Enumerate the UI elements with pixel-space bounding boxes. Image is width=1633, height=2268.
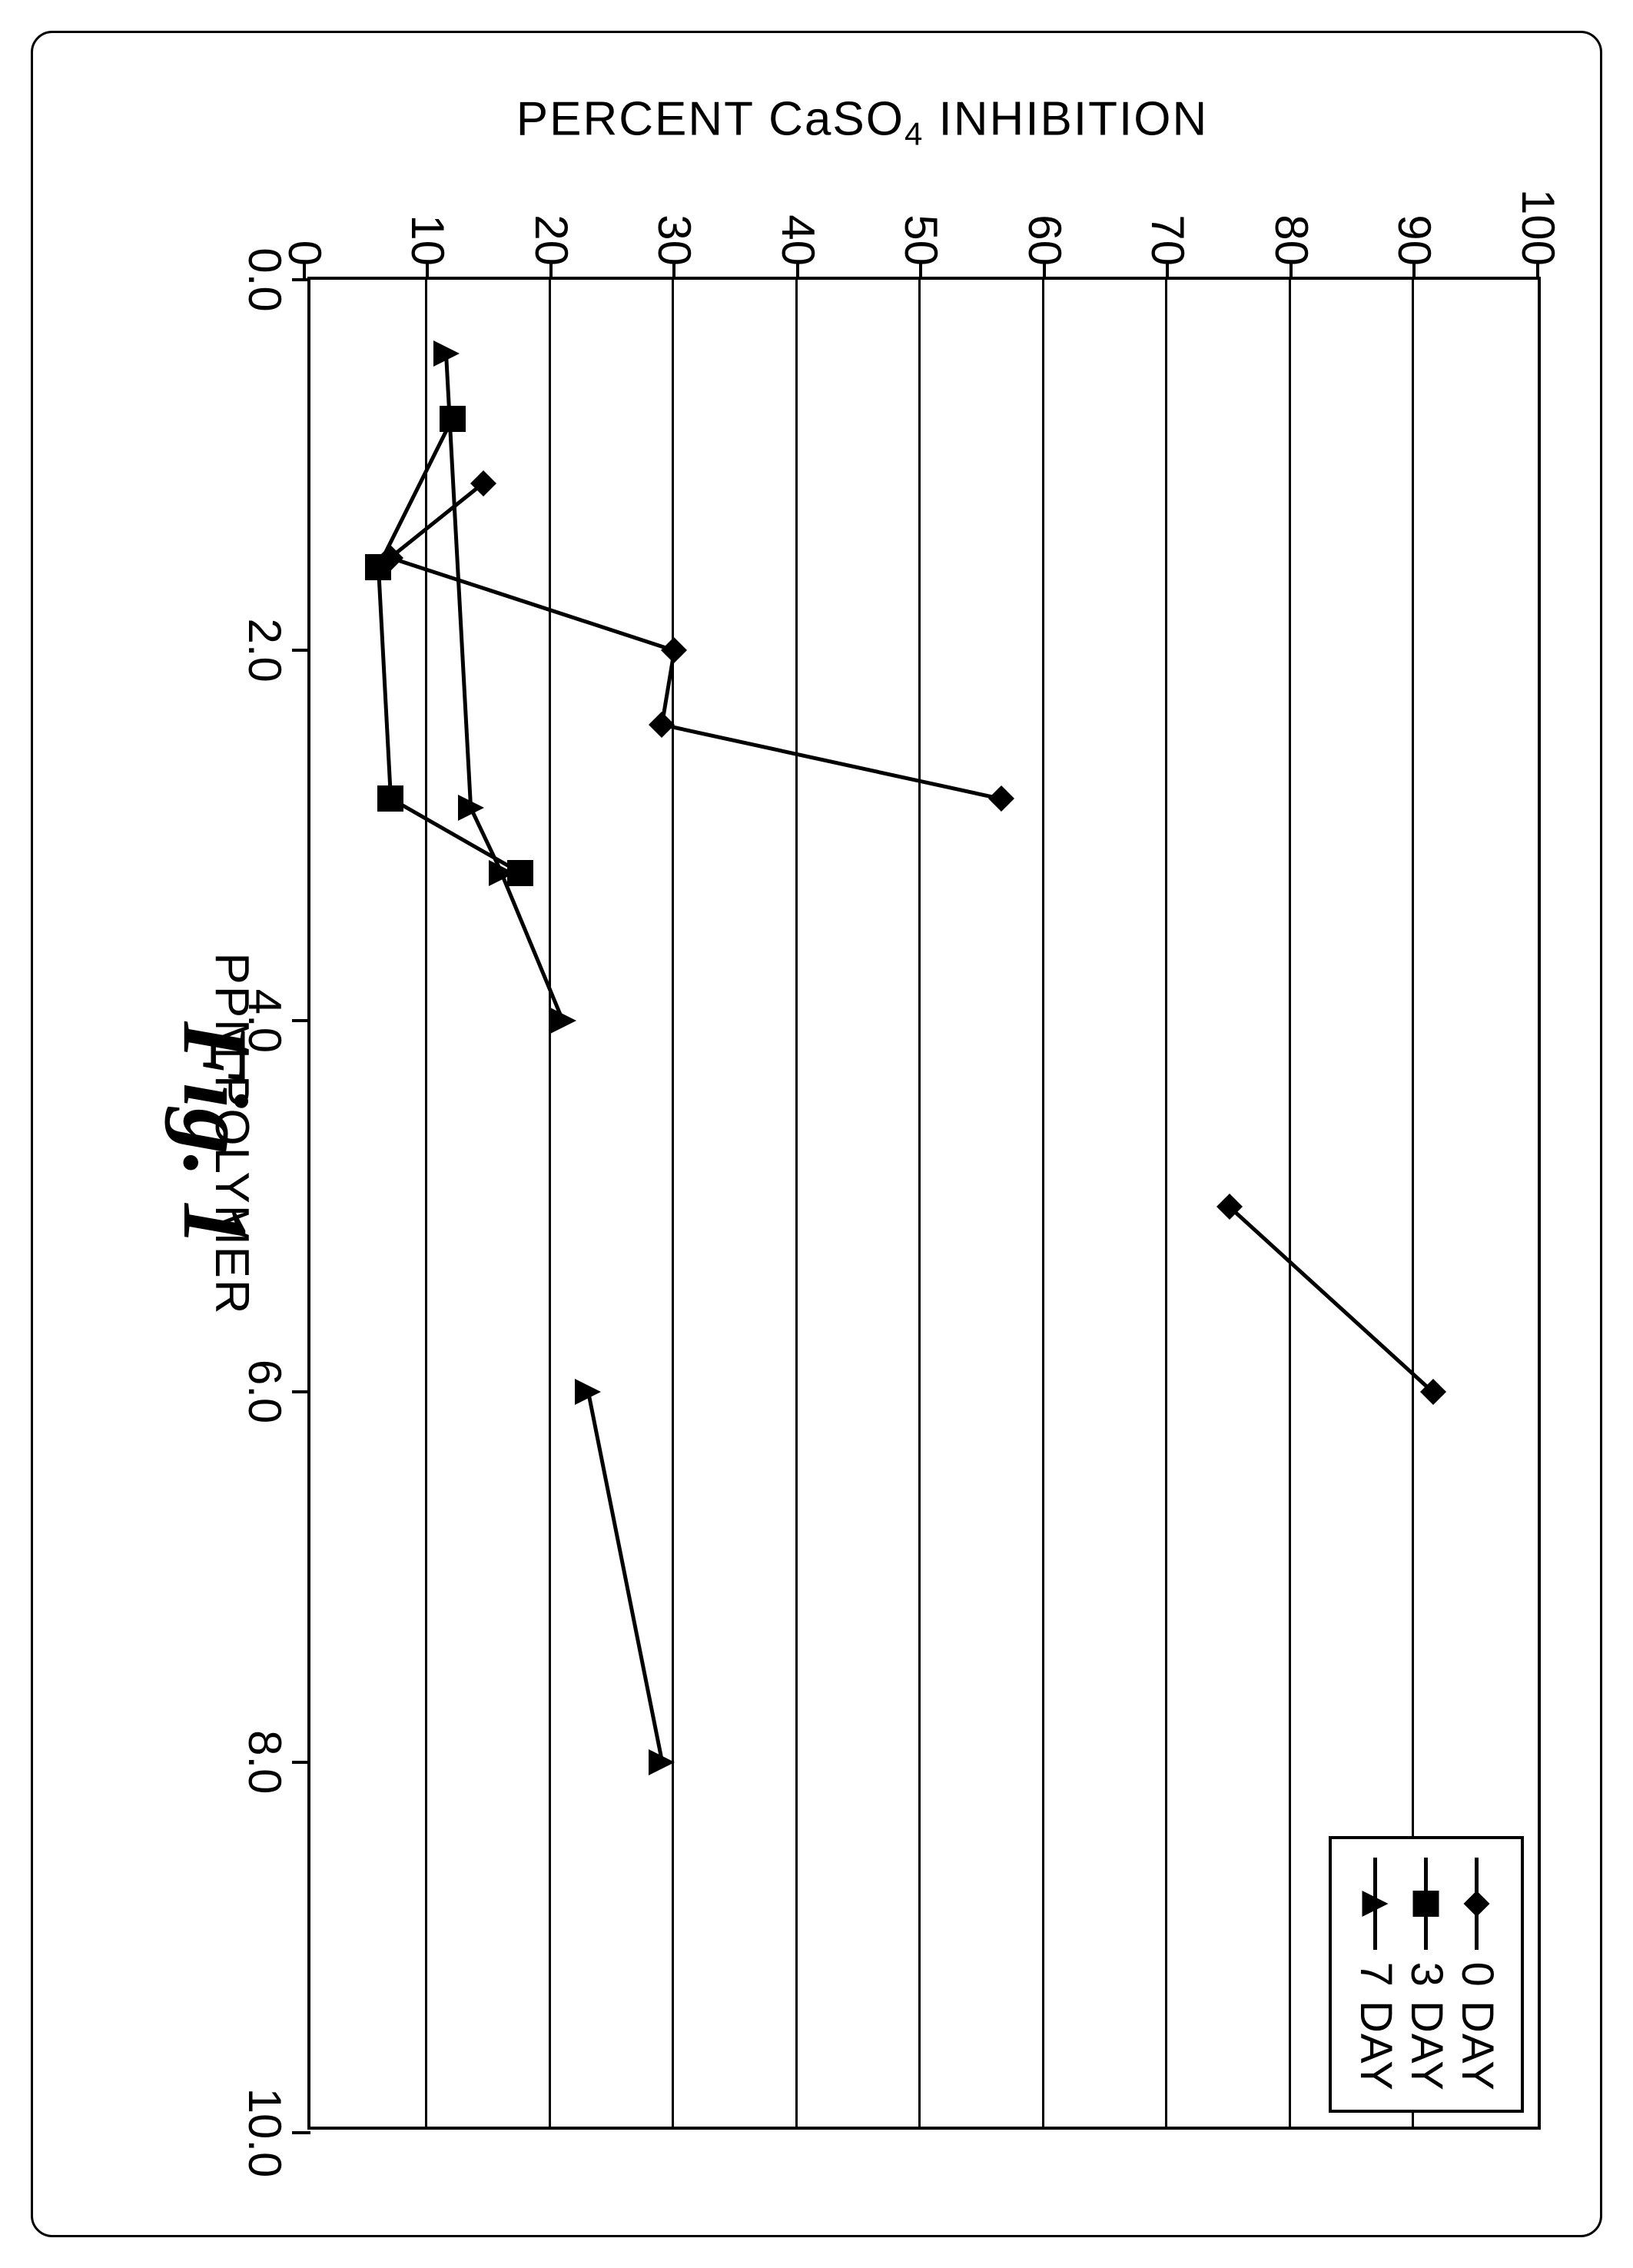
series-line (1228, 1205, 1434, 1393)
legend-label: 3 DAY (1404, 1962, 1449, 2091)
legend-item: 0 DAY (1455, 1858, 1499, 2091)
legend-item: 7 DAY (1353, 1858, 1398, 2091)
data-marker-square-icon (377, 785, 403, 812)
chart: PERCENT CaSO4 INHIBITION 010203040506070… (154, 92, 1572, 2176)
gridline-y (549, 280, 551, 2127)
data-marker-triangle-icon (433, 340, 460, 367)
data-marker-triangle-icon (575, 1379, 601, 1405)
gridline-y (1289, 280, 1291, 2127)
legend: 0 DAY3 DAY7 DAY (1329, 1836, 1524, 2113)
series-line (377, 418, 454, 568)
data-marker-diamond-icon (470, 470, 496, 496)
data-marker-diamond-icon (988, 785, 1014, 812)
x-tick-label: 10.0 (241, 2088, 287, 2178)
legend-item: 3 DAY (1404, 1858, 1449, 2091)
gridline-y (1042, 280, 1044, 2127)
gridline-y (1166, 280, 1168, 2127)
data-marker-triangle-icon (489, 860, 515, 886)
figure-caption: Fig. 1 (169, 1021, 261, 1247)
data-marker-square-icon (440, 406, 466, 432)
y-axis-label: PERCENT CaSO4 INHIBITION (516, 95, 1208, 150)
y-tick-label: 70 (1145, 214, 1191, 266)
y-tick-label: 10 (405, 214, 451, 266)
series-line (500, 872, 566, 1022)
gridline-y (919, 280, 921, 2127)
y-tick-label: 90 (1392, 214, 1438, 266)
data-marker-diamond-icon (1420, 1379, 1446, 1405)
legend-marker-diamond-icon (1460, 1891, 1490, 1917)
gridline-y (795, 280, 798, 2127)
legend-marker-triangle-icon (1359, 1891, 1389, 1917)
series-line (377, 567, 393, 799)
data-marker-triangle-icon (550, 1008, 576, 1034)
y-tick-label: 80 (1268, 214, 1314, 266)
x-tick-label: 6.0 (241, 1360, 287, 1423)
data-marker-triangle-icon (458, 795, 484, 821)
rotated-content: PERCENT CaSO4 INHIBITION 010203040506070… (0, 0, 1633, 2268)
gridline-y (672, 280, 675, 2127)
data-marker-triangle-icon (649, 1749, 675, 1775)
data-marker-diamond-icon (662, 637, 688, 663)
legend-marker-square-icon (1409, 1891, 1439, 1917)
series-line (390, 556, 675, 652)
y-tick-label: 100 (1515, 189, 1561, 266)
legend-label: 7 DAY (1353, 1962, 1398, 2091)
gridline-y (426, 280, 428, 2127)
y-tick-label: 50 (898, 214, 944, 266)
y-tick-label: 40 (775, 214, 821, 266)
plot-area: 01020304050607080901000.02.04.06.08.010.… (307, 277, 1541, 2130)
y-tick-label: 20 (528, 214, 574, 266)
series-line (586, 1391, 664, 1762)
x-tick-label: 8.0 (241, 1730, 287, 1794)
series-line (662, 722, 1001, 800)
x-tick-label: 0.0 (241, 247, 287, 311)
y-tick-label: 30 (652, 214, 698, 266)
data-marker-diamond-icon (649, 712, 675, 738)
y-tick-label: 60 (1021, 214, 1067, 266)
legend-label: 0 DAY (1455, 1962, 1499, 2091)
data-marker-diamond-icon (1216, 1194, 1243, 1220)
data-marker-square-icon (365, 554, 391, 580)
x-tick-label: 2.0 (241, 618, 287, 682)
